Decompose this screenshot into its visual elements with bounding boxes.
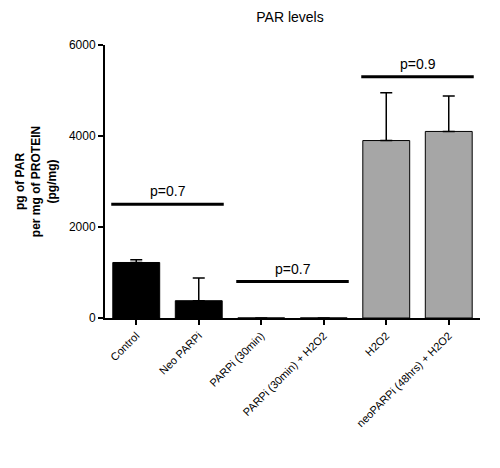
svg-text:Neo PARPi: Neo PARPi: [157, 330, 204, 377]
svg-text:Control: Control: [108, 330, 142, 364]
svg-text:4000: 4000: [69, 129, 96, 143]
svg-text:p=0.7: p=0.7: [275, 261, 311, 277]
svg-text:PAR levels: PAR levels: [256, 9, 323, 25]
svg-text:pg of PARper mg of PROTEIN(pg/: pg of PARper mg of PROTEIN(pg/mg): [13, 126, 58, 237]
svg-text:p=0.7: p=0.7: [150, 183, 186, 199]
svg-text:PARPi (30min): PARPi (30min): [207, 330, 266, 389]
svg-text:neoPARPi (48hrs) + H2O2: neoPARPi (48hrs) + H2O2: [354, 330, 454, 430]
svg-text:6000: 6000: [69, 38, 96, 52]
svg-text:0: 0: [89, 311, 96, 325]
svg-text:PARPi (30min) + H2O2: PARPi (30min) + H2O2: [241, 330, 330, 419]
svg-text:2000: 2000: [69, 220, 96, 234]
svg-text:H2O2: H2O2: [363, 330, 392, 359]
svg-text:p=0.9: p=0.9: [400, 56, 436, 72]
